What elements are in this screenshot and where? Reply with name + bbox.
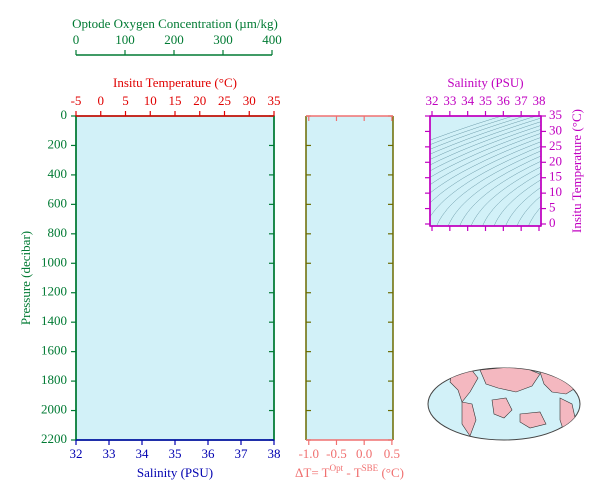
plot-area: [306, 116, 393, 440]
tick-label: 35: [268, 93, 281, 108]
tick-label: 10: [144, 93, 157, 108]
tick-label: 200: [48, 136, 68, 151]
label-part: ΔT= T: [295, 465, 330, 480]
tick-label: 35: [169, 446, 182, 461]
isoline: [493, 179, 541, 226]
tick-label: 5: [549, 200, 556, 215]
x-axis-label: Salinity (PSU): [137, 465, 213, 480]
tick-label: -0.5: [326, 446, 347, 461]
tick-label: 300: [213, 32, 233, 47]
isoline: [430, 125, 541, 172]
label-part: (°C): [378, 465, 404, 480]
tick-label: 25: [218, 93, 231, 108]
isoline: [430, 141, 541, 204]
isoline: [430, 116, 503, 141]
isoline: [430, 145, 541, 218]
tick-label: 30: [243, 93, 256, 108]
tick-label: 38: [533, 93, 546, 108]
tick-label: 30: [549, 122, 562, 137]
tick-label: 1400: [41, 313, 67, 328]
tick-label: 0: [98, 93, 105, 108]
tick-label: 0: [61, 107, 68, 122]
tick-label: 1600: [41, 343, 67, 358]
isoline: [430, 117, 541, 160]
tick-label: 36: [202, 446, 216, 461]
tick-label: -1.0: [298, 446, 319, 461]
tick-label: 35: [549, 107, 562, 122]
tick-label: 10: [549, 184, 562, 199]
tick-label: 1800: [41, 372, 67, 387]
top-axis-label: Insitu Temperature (°C): [113, 75, 237, 90]
isoline: [516, 195, 541, 226]
y-axis-label: Insitu Temperature (°C): [569, 109, 584, 233]
tick-label: 25: [549, 138, 562, 153]
tick-label: 2200: [41, 431, 67, 446]
isolines: [430, 116, 541, 226]
tick-label: 36: [497, 93, 511, 108]
isoline: [430, 116, 538, 155]
isoline: [436, 150, 541, 226]
tick-label: 15: [169, 93, 182, 108]
tick-label: 600: [48, 195, 68, 210]
tick-label: 37: [235, 446, 249, 461]
tick-label: 32: [426, 93, 439, 108]
plot-area: [75, 115, 275, 441]
tick-label: 1200: [41, 284, 67, 299]
isoline: [430, 132, 541, 186]
tick-label: 34: [461, 93, 475, 108]
isoline: [430, 116, 526, 150]
top-axis-label: Optode Oxygen Concentration (µm/kg): [72, 16, 278, 31]
tick-label: 0: [73, 32, 80, 47]
tick-label: 0.0: [356, 446, 372, 461]
tick-label: 33: [103, 446, 116, 461]
label-part: Opt: [330, 463, 344, 473]
isoline: [528, 206, 541, 226]
tick-label: 5: [122, 93, 129, 108]
tick-label: 37: [515, 93, 529, 108]
label-part: SBE: [362, 463, 379, 473]
tick-label: 400: [48, 166, 68, 181]
y-axis-label: Pressure (decibar): [18, 231, 33, 325]
isoline: [430, 116, 515, 145]
tick-label: 34: [136, 446, 150, 461]
isoline: [505, 186, 541, 226]
tick-label: 200: [164, 32, 184, 47]
tick-label: 38: [268, 446, 281, 461]
tick-label: 1000: [41, 254, 67, 269]
tick-label: -5: [71, 93, 82, 108]
x-axis-label: ΔT= TOpt - TSBE (°C): [295, 463, 404, 480]
tick-label: 2000: [41, 402, 67, 417]
isoline: [430, 121, 541, 166]
isoline: [430, 129, 541, 178]
tick-label: 0.5: [384, 446, 400, 461]
tick-label: 800: [48, 225, 68, 240]
tick-label: 100: [115, 32, 135, 47]
isoline: [470, 166, 541, 226]
isoline: [482, 172, 541, 226]
tick-label: 400: [262, 32, 282, 47]
tick-label: 20: [549, 153, 562, 168]
tick-label: 15: [549, 169, 562, 184]
x-axis-label: Salinity (PSU): [447, 75, 523, 90]
isoline: [447, 155, 541, 226]
isoline: [459, 160, 541, 226]
tick-label: 35: [479, 93, 492, 108]
label-part: - T: [343, 465, 362, 480]
isoline: [430, 137, 541, 194]
tick-label: 33: [443, 93, 456, 108]
world-map: [427, 367, 581, 441]
tick-label: 0: [549, 215, 556, 230]
tick-label: 20: [193, 93, 206, 108]
tick-label: 32: [70, 446, 83, 461]
